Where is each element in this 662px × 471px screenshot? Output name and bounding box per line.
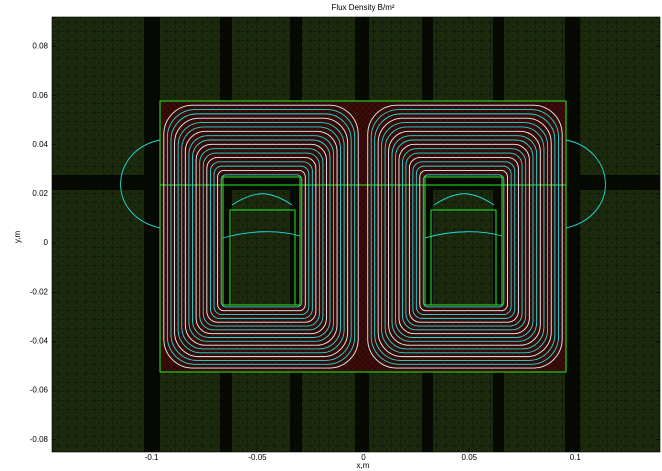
chart-title: Flux Density B/m² <box>331 3 394 12</box>
y-tick-label: -0.04 <box>30 337 49 346</box>
y-tick-label: 0.04 <box>32 140 48 149</box>
x-tick-label: -0.1 <box>145 453 159 462</box>
y-tick-label: 0.06 <box>32 91 48 100</box>
x-tick-label: 0 <box>361 453 366 462</box>
field-plot <box>52 17 660 452</box>
y-tick-label: -0.08 <box>30 435 49 444</box>
x-tick-label: -0.05 <box>248 453 267 462</box>
x-axis-label: x,m <box>357 461 370 470</box>
page: {"chart_data": {"type": "contour", "titl… <box>0 0 662 471</box>
y-tick-label: -0.02 <box>30 287 49 296</box>
chart: Flux Density B/m² x,m y,m -0.1 -0.05 0 0.05… <box>0 0 662 471</box>
y-tick-label: 0.02 <box>32 189 48 198</box>
y-tick-label: 0.08 <box>32 42 48 51</box>
x-tick-label: 0.05 <box>462 453 478 462</box>
y-axis-label: y,m <box>13 231 22 244</box>
y-tick-label: 0 <box>44 238 49 247</box>
y-tick-label: -0.06 <box>30 386 49 395</box>
x-tick-label: 0.1 <box>570 453 582 462</box>
